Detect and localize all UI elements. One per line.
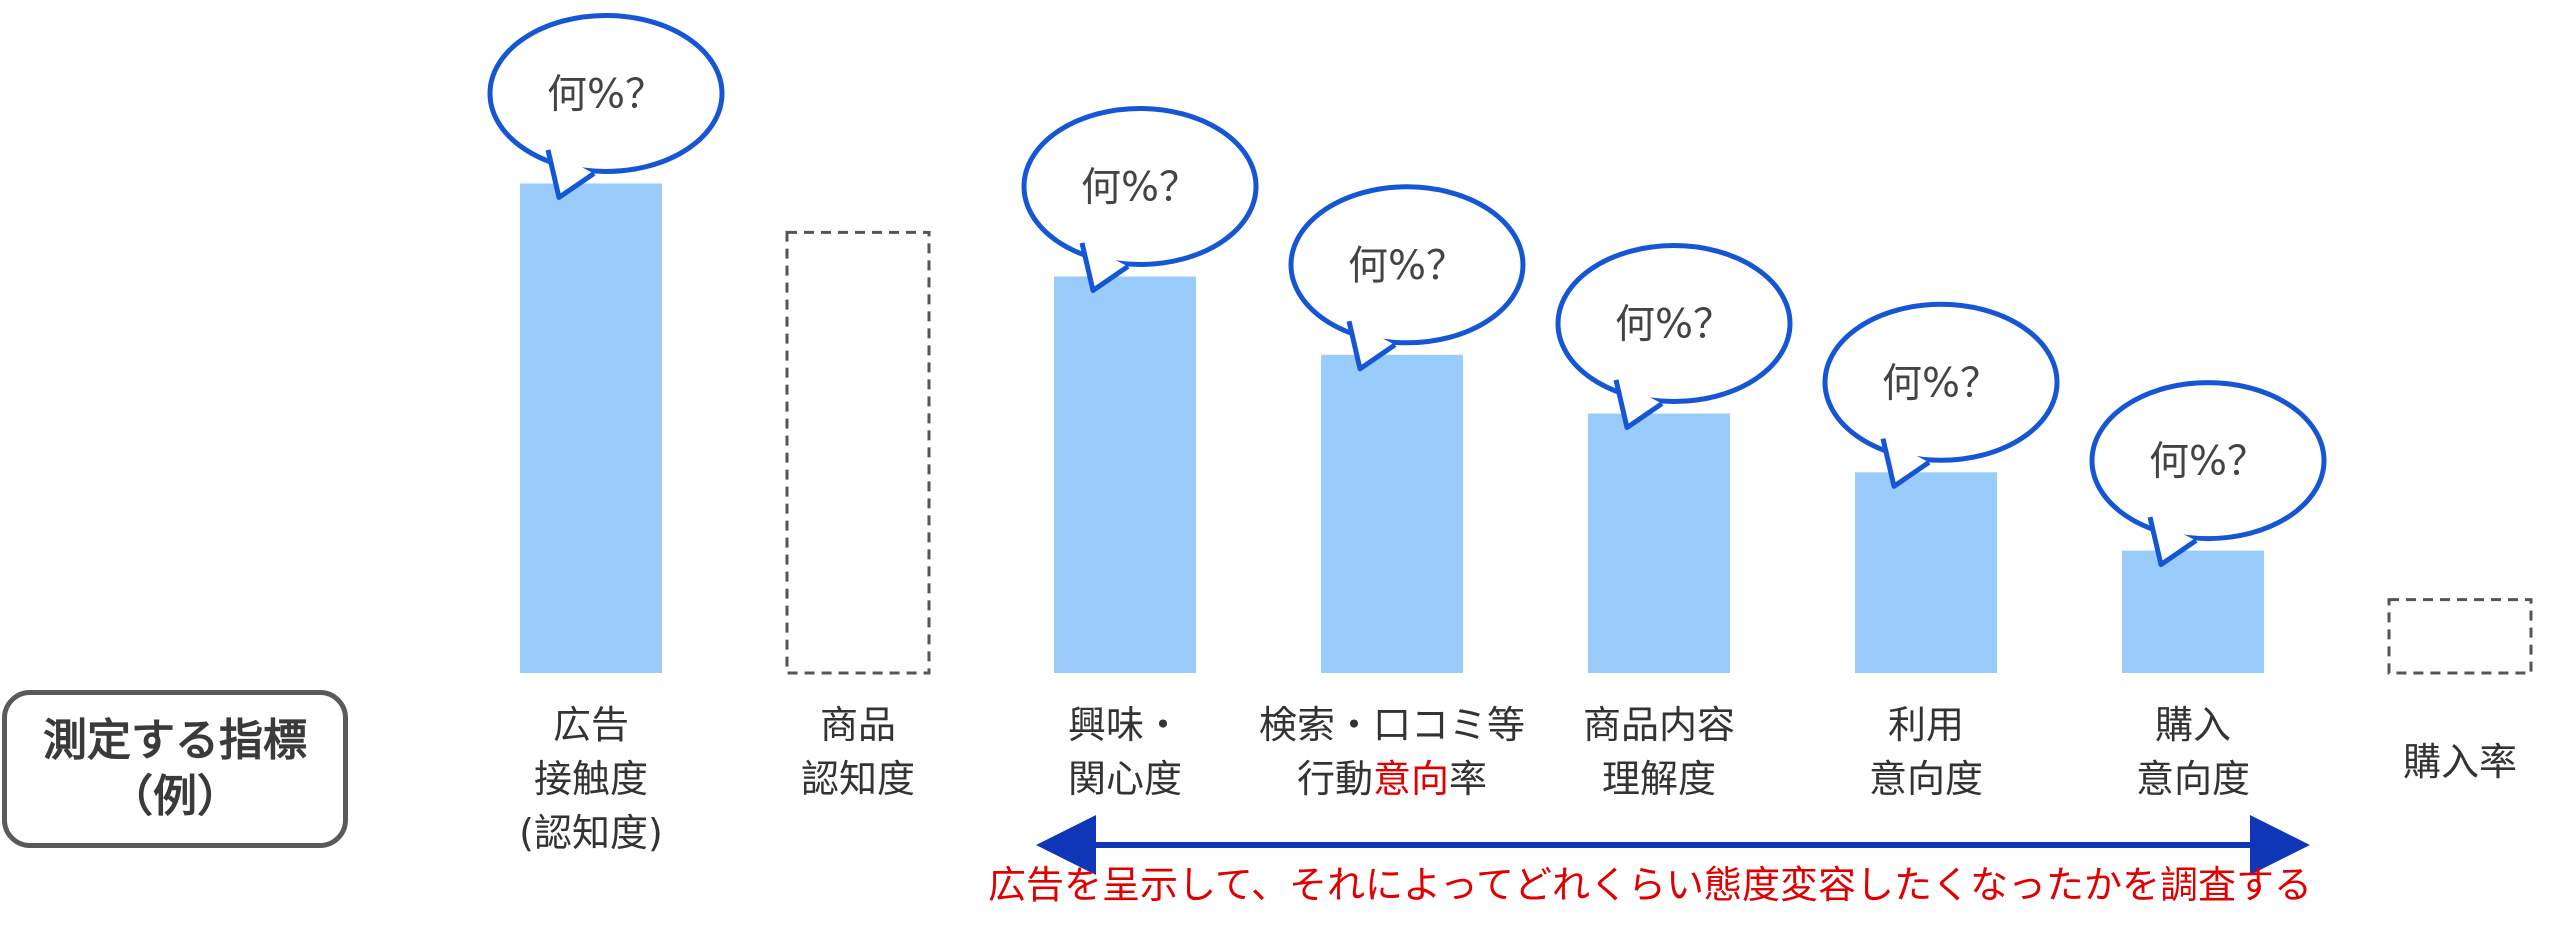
annotation-text: 広告を呈示して、それによってどれくらい態度変容したくなったかを調査する — [988, 863, 2312, 907]
category-label-line: 検索・口コミ等 — [1258, 703, 1525, 747]
bar-0 — [520, 183, 662, 673]
category-label-2: 興味・ 関心度 — [975, 698, 1275, 806]
category-label-7: 購入率 — [2310, 735, 2560, 789]
category-label-3: 検索・口コミ等 行動意向率 — [1242, 698, 1542, 806]
category-label-line: 意向度 — [2135, 757, 2250, 801]
category-label-line: 商品内容 — [1582, 703, 1735, 747]
category-label-line: 購入 — [2154, 703, 2231, 747]
category-label-line: 広告 — [552, 703, 629, 747]
bubble-2: 何%？ — [1021, 105, 1259, 293]
bubble-label-2: 何%？ — [1081, 164, 1199, 210]
category-label-line: 興味・ — [1067, 703, 1182, 747]
bubble-tail-3 — [1346, 320, 1397, 372]
bubbles-layer: 何%？ 何%？ 何%？ 何%？ 何%？ 何%？ — [487, 12, 2327, 568]
bars-layer — [520, 183, 2533, 675]
bubble-label-0: 何%？ — [547, 71, 665, 117]
bubble-shape-6 — [2089, 380, 2327, 542]
bubble-tail-0 — [545, 149, 596, 200]
bar-4 — [1588, 413, 1730, 673]
bar-2 — [1054, 276, 1196, 673]
category-label-line: 接触度 — [533, 757, 648, 801]
bubble-tail-6 — [2147, 516, 2198, 568]
metric-label-box: 測定する指標 （例） — [2, 690, 348, 848]
category-label-line: 行動意向率 — [1296, 757, 1488, 801]
bar-3 — [1321, 354, 1463, 673]
category-label-0: 広告接触度 (認知度) — [441, 698, 741, 860]
category-label-line: 認知度 — [800, 757, 915, 801]
bubble-label-3: 何%？ — [1348, 243, 1466, 289]
category-label-line: 理解度 — [1601, 757, 1716, 801]
category-label-line: 意向度 — [1868, 757, 1983, 801]
bubble-shape-5 — [1822, 301, 2060, 463]
bar-unmeasured-7 — [2387, 598, 2533, 675]
category-label-line: 利用 — [1887, 703, 1964, 747]
metric-label-line2: （例） — [109, 771, 241, 822]
bubble-shape-2 — [1021, 105, 1259, 267]
bubble-label-5: 何%？ — [1882, 360, 2000, 406]
bubble-label-4: 何%？ — [1615, 302, 1733, 348]
bubble-tail-2 — [1079, 242, 1130, 293]
bar-6 — [2122, 550, 2264, 673]
bubble-0: 何%？ — [487, 12, 725, 200]
bar-5 — [1855, 472, 1997, 673]
bubble-5: 何%？ — [1822, 301, 2060, 489]
bubble-tail-5 — [1880, 438, 1931, 489]
bar-unmeasured-1 — [785, 230, 931, 675]
bubble-shape-4 — [1555, 243, 1793, 405]
bubble-4: 何%？ — [1555, 243, 1793, 431]
highlight-text: 意向 — [1372, 757, 1449, 801]
category-label-line: (認知度) — [519, 811, 663, 855]
bubble-shape-0 — [487, 12, 725, 174]
category-label-1: 商品 認知度 — [708, 698, 1008, 806]
category-label-6: 購入 意向度 — [2043, 698, 2343, 806]
bubble-3: 何%？ — [1288, 184, 1526, 372]
bubble-tail-4 — [1613, 379, 1664, 431]
bubble-shape-3 — [1288, 184, 1526, 346]
category-label-5: 利用 意向度 — [1776, 698, 2076, 806]
category-label-4: 商品内容 理解度 — [1509, 698, 1809, 806]
category-label-line: 関心度 — [1067, 757, 1182, 801]
category-label-line: 購入率 — [2402, 740, 2517, 784]
bubble-label-6: 何%？ — [2149, 439, 2267, 485]
metric-label-line1: 測定する指標 — [43, 715, 307, 766]
bubble-6: 何%？ — [2089, 380, 2327, 568]
category-label-line: 商品 — [819, 703, 896, 747]
